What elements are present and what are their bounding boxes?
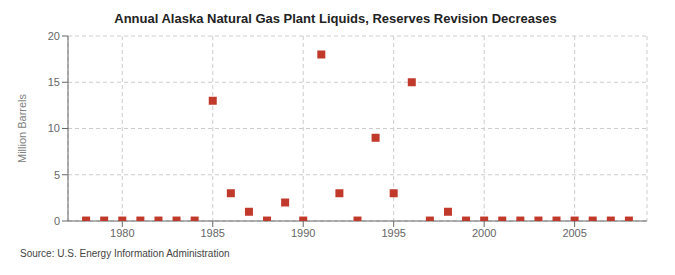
- svg-text:0: 0: [54, 215, 60, 227]
- svg-text:2005: 2005: [562, 227, 586, 239]
- svg-text:1980: 1980: [110, 227, 134, 239]
- svg-text:5: 5: [54, 169, 60, 181]
- svg-text:2000: 2000: [472, 227, 496, 239]
- svg-text:1985: 1985: [201, 227, 225, 239]
- html-text:Annual Alaska Natural Gas Plan: Annual Alaska Natural Gas Plant Liquids,…: [114, 11, 557, 26]
- svg-text:20: 20: [48, 30, 60, 42]
- svg-text:1990: 1990: [291, 227, 315, 239]
- svg-text:Million Barrels: Million Barrels: [16, 93, 28, 163]
- svg-text:10: 10: [48, 122, 60, 134]
- html-text:Source: U.S. Energy Informatio: Source: U.S. Energy Information Administ…: [20, 248, 230, 259]
- svg-text:1995: 1995: [381, 227, 405, 239]
- svg-text:15: 15: [48, 76, 60, 88]
